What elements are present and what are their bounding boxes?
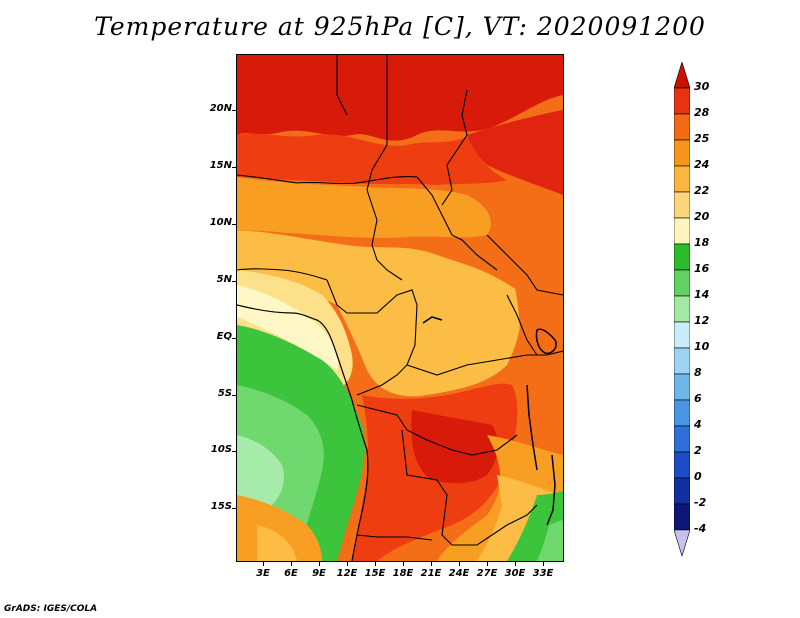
colorbar-label-30: 30 — [694, 80, 710, 93]
lon-label-3e: 3E — [256, 568, 270, 579]
lon-label-15e: 15E — [364, 568, 386, 579]
colorbar-cell — [674, 425, 690, 453]
colorbar — [674, 62, 690, 558]
lat-tick — [232, 281, 236, 282]
colorbar-label-28: 28 — [694, 106, 710, 119]
colorbar-label-25: 25 — [694, 132, 710, 145]
colorbar-cell — [674, 529, 690, 558]
field-24-southwest — [257, 525, 297, 561]
colorbar-cell — [674, 113, 690, 141]
coastline — [237, 304, 369, 561]
lon-tick — [487, 562, 488, 566]
lat-label-20n: 20N — [209, 103, 232, 114]
lat-tick — [232, 110, 236, 111]
colorbar-cell — [674, 399, 690, 427]
lat-tick — [232, 451, 236, 452]
colorbar-cell — [674, 321, 690, 349]
colorbar-label-16: 16 — [694, 262, 710, 275]
field-22-central — [237, 230, 522, 397]
field-18-west — [237, 285, 339, 370]
lon-label-24e: 24E — [448, 568, 470, 579]
colorbar-label-4: 4 — [694, 418, 702, 431]
lat-label-10s: 10S — [210, 444, 232, 455]
lon-tick — [319, 562, 320, 566]
field-24-sahel — [237, 177, 491, 238]
colorbar-label-minus4: -4 — [694, 522, 707, 535]
field-25-east — [507, 237, 563, 385]
colorbar-cells — [674, 62, 690, 558]
colorbar-label-22: 22 — [694, 184, 710, 197]
lat-label-eq: EQ — [216, 331, 232, 342]
lon-tick — [515, 562, 516, 566]
lon-label-33e: 33E — [532, 568, 554, 579]
colorbar-label-8: 8 — [694, 366, 702, 379]
colorbar-cell — [674, 62, 690, 89]
lat-tick — [232, 508, 236, 509]
colorbar-label-12: 12 — [694, 314, 710, 327]
colorbar-label-0: 0 — [694, 470, 702, 483]
lon-tick — [347, 562, 348, 566]
colorbar-cell — [674, 269, 690, 297]
lat-label-5s: 5S — [217, 388, 232, 399]
map-title: Temperature at 925hPa [C], VT: 202009120… — [94, 12, 706, 41]
lat-label-15s: 15S — [210, 501, 232, 512]
colorbar-label-14: 14 — [694, 288, 710, 301]
colorbar-cell — [674, 347, 690, 375]
colorbar-label-10: 10 — [694, 340, 710, 353]
colorbar-cell — [674, 217, 690, 245]
lon-label-27e: 27E — [476, 568, 498, 579]
lon-tick — [543, 562, 544, 566]
colorbar-label-minus2: -2 — [694, 496, 707, 509]
lon-label-9e: 9E — [312, 568, 326, 579]
lon-tick — [431, 562, 432, 566]
temperature-field — [237, 55, 563, 561]
lon-label-6e: 6E — [284, 568, 298, 579]
lat-label-15n: 15N — [209, 160, 232, 171]
colorbar-cell — [674, 295, 690, 323]
colorbar-label-18: 18 — [694, 236, 710, 249]
colorbar-cell — [674, 503, 690, 531]
colorbar-label-24: 24 — [694, 158, 710, 171]
lon-label-12e: 12E — [336, 568, 358, 579]
colorbar-cell — [674, 165, 690, 193]
colorbar-cell — [674, 139, 690, 167]
colorbar-label-6: 6 — [694, 392, 702, 405]
colorbar-cell — [674, 87, 690, 115]
field-28-north — [237, 133, 507, 185]
lat-tick — [232, 167, 236, 168]
lon-tick — [291, 562, 292, 566]
lon-tick — [375, 562, 376, 566]
lat-tick — [232, 395, 236, 396]
field-12-ocean — [237, 435, 284, 517]
country-borders — [237, 55, 563, 546]
colorbar-cell — [674, 451, 690, 479]
colorbar-cell — [674, 373, 690, 401]
lat-tick — [232, 338, 236, 339]
colorbar-cell — [674, 243, 690, 271]
colorbar-label-20: 20 — [694, 210, 710, 223]
field-30-north — [237, 55, 563, 141]
colorbar-cell — [674, 191, 690, 219]
colorbar-cell — [674, 477, 690, 505]
lat-tick — [232, 224, 236, 225]
lat-label-5n: 5N — [216, 274, 232, 285]
field-30-south — [411, 410, 499, 484]
lon-tick — [459, 562, 460, 566]
lat-label-10n: 10N — [209, 217, 232, 228]
field-14-southeast — [537, 520, 563, 561]
temperature-map — [236, 54, 564, 562]
field-30-northeast — [467, 110, 563, 195]
lakes — [422, 316, 557, 526]
colorbar-label-2: 2 — [694, 444, 702, 457]
lon-label-30e: 30E — [504, 568, 526, 579]
lon-label-21e: 21E — [420, 568, 442, 579]
lon-tick — [403, 562, 404, 566]
lon-tick — [263, 562, 264, 566]
lon-label-18e: 18E — [392, 568, 414, 579]
grads-credit: GrADS: IGES/COLA — [4, 604, 98, 614]
